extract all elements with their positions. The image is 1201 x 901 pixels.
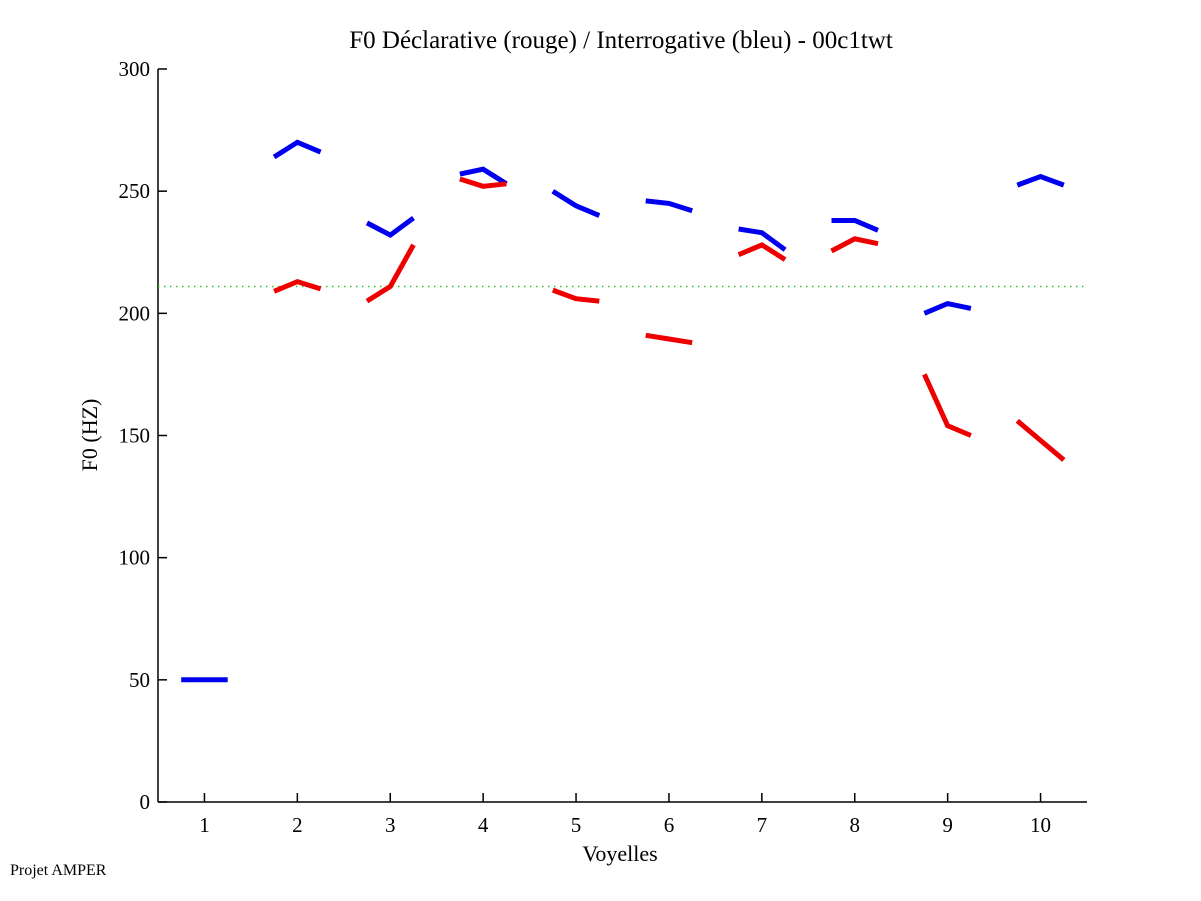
x-tick-label: 3 — [385, 813, 396, 837]
x-tick-label: 7 — [757, 813, 768, 837]
segment-vowel-10 — [1016, 173, 1065, 188]
segment-vowel-8 — [830, 236, 879, 254]
segment-vowel-8 — [831, 218, 879, 233]
x-tick-label: 4 — [478, 813, 489, 837]
segment-vowel-4 — [459, 176, 507, 189]
segment-vowel-3 — [365, 215, 415, 239]
y-tick-label: 200 — [119, 301, 151, 325]
y-tick-label: 0 — [140, 790, 151, 814]
footer-credit: Projet AMPER — [10, 862, 107, 879]
x-tick-label: 9 — [942, 813, 953, 837]
segment-vowel-3 — [365, 243, 416, 304]
segment-vowel-10 — [1015, 418, 1066, 462]
series-group — [181, 139, 1066, 683]
segment-vowel-6 — [645, 332, 693, 346]
segment-vowel-4 — [459, 166, 508, 186]
segment-vowel-5 — [551, 287, 600, 304]
chart-title: F0 Déclarative (rouge) / Interrogative (… — [349, 27, 893, 54]
y-tick-label: 100 — [119, 546, 151, 570]
segment-vowel-9 — [923, 300, 972, 316]
x-tick-label: 8 — [850, 813, 861, 837]
segment-vowel-2 — [272, 139, 322, 160]
axes: 0 50 100 150 200 250 300 1 2 3 4 5 6 7 8 9 10 — [119, 57, 1087, 837]
segment-vowel-2 — [273, 278, 322, 294]
series-interrogative — [181, 139, 1065, 683]
x-axis-label: Voyelles — [582, 841, 657, 866]
segment-vowel-6 — [645, 198, 693, 214]
x-tick-label: 5 — [571, 813, 582, 837]
y-axis-label: F0 (HZ) — [77, 399, 102, 472]
segment-vowel-7 — [738, 226, 787, 252]
segment-vowel-7 — [737, 242, 787, 262]
segment-vowel-5 — [551, 189, 601, 218]
segment-vowel-9 — [922, 373, 972, 438]
x-tick-label: 1 — [199, 813, 210, 837]
x-tick-label: 2 — [292, 813, 303, 837]
x-tick-label: 6 — [664, 813, 675, 837]
y-tick-label: 250 — [119, 179, 151, 203]
series-declarative — [273, 176, 1066, 462]
y-tick-label: 50 — [129, 668, 150, 692]
x-tick-label: 10 — [1030, 813, 1051, 837]
y-tick-label: 300 — [119, 57, 151, 81]
y-tick-label: 150 — [119, 424, 151, 448]
